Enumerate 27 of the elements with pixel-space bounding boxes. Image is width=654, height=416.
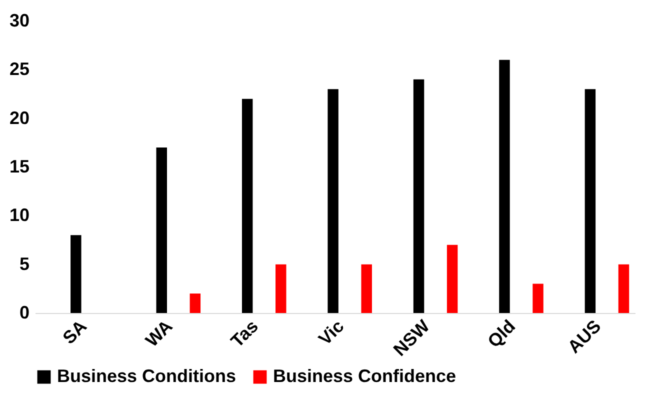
bar (584, 89, 596, 313)
x-tick-label: WA (142, 316, 176, 351)
x-tick-label: Vic (314, 316, 348, 350)
bar (328, 89, 338, 313)
bar (242, 98, 253, 313)
bar (156, 148, 167, 313)
y-tick-label: 30 (9, 10, 30, 30)
x-tick-label: Qld (484, 316, 520, 352)
y-tick-label: 0 (19, 302, 30, 322)
y-tick-label: 10 (9, 205, 30, 226)
bar (446, 244, 458, 313)
bar (413, 79, 424, 313)
bar (618, 264, 630, 313)
y-tick-label: 25 (9, 59, 30, 80)
legend-label: Business Confidence (273, 366, 456, 386)
bar (70, 235, 82, 313)
y-tick-label: 20 (9, 108, 30, 128)
bar (276, 264, 286, 313)
legend-label: Business Conditions (57, 366, 236, 386)
y-tick-label: 15 (9, 156, 30, 176)
x-tick-label: Tas (226, 316, 262, 352)
bar (190, 294, 201, 313)
bar (361, 264, 372, 313)
bar (499, 60, 510, 313)
y-tick-label: 5 (19, 254, 30, 274)
bar (532, 284, 544, 313)
x-tick-label: SA (58, 316, 91, 348)
